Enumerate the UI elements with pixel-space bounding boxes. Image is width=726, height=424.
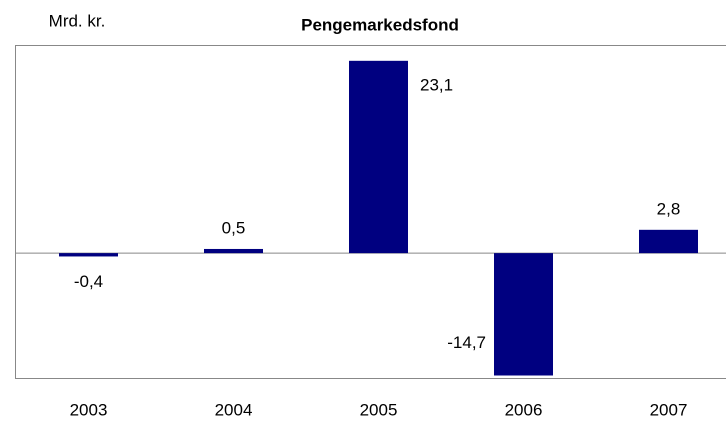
- y-axis-label: Mrd. kr.: [49, 11, 106, 30]
- x-tick-label: 2005: [360, 400, 398, 419]
- bar: [494, 253, 553, 376]
- data-label: -14,7: [447, 333, 486, 352]
- data-label: -0,4: [74, 272, 103, 291]
- bar: [349, 60, 408, 254]
- x-tick-label: 2006: [505, 400, 543, 419]
- bar: [204, 248, 263, 254]
- bar: [639, 229, 698, 254]
- plot-frame: [15, 45, 726, 379]
- x-tick-label: 2007: [650, 400, 688, 419]
- data-label: 23,1: [420, 75, 453, 94]
- data-label: 2,8: [657, 199, 681, 218]
- bar: [59, 253, 118, 257]
- x-tick-label: 2003: [70, 400, 108, 419]
- x-tick-label: 2004: [215, 400, 253, 419]
- data-label: 0,5: [222, 218, 246, 237]
- chart-title: Pengemarkedsfond: [301, 15, 459, 34]
